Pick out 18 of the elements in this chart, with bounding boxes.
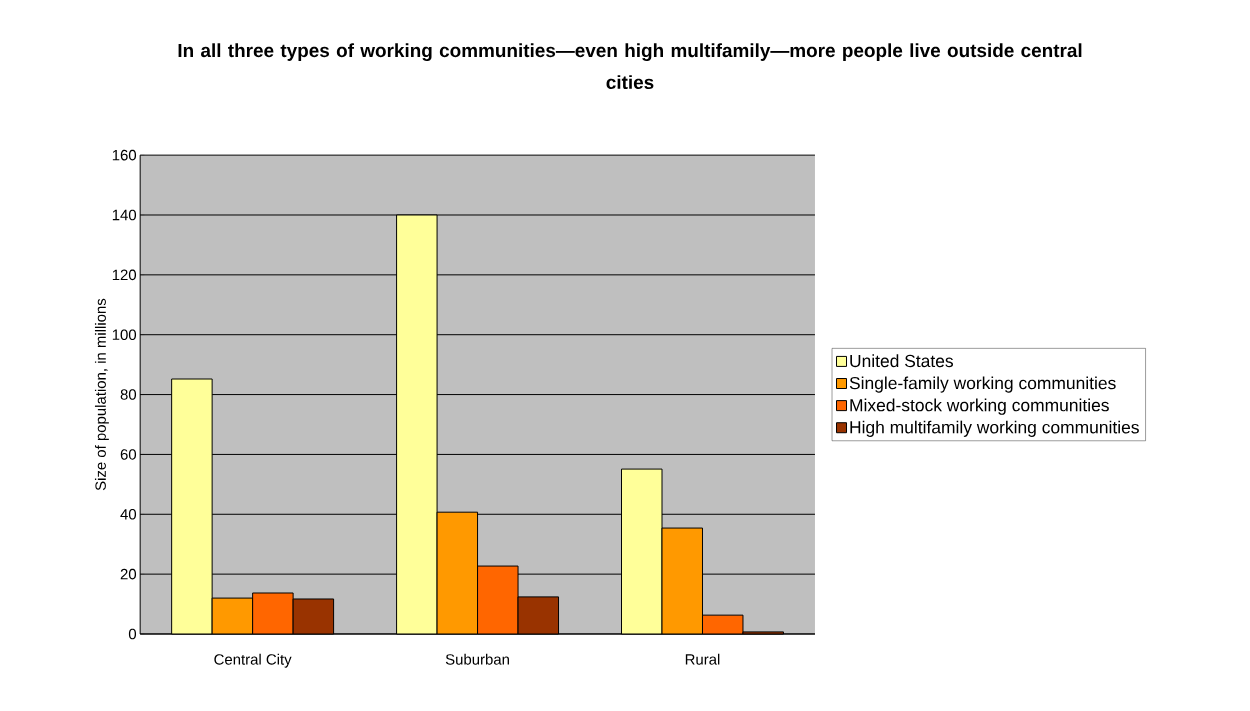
legend-label: United States <box>850 354 953 368</box>
x-tick-label: Central City <box>214 653 292 668</box>
legend-label: High multifamily working communities <box>850 420 1139 437</box>
legend-label: Mixed-stock working communities <box>850 398 1109 415</box>
y-tick-label: 0 <box>128 628 137 640</box>
y-tick-label: 20 <box>120 568 137 580</box>
y-tick-label: 160 <box>112 149 137 161</box>
y-tick-label: 80 <box>120 389 137 400</box>
x-tick-label: Rural <box>685 653 720 665</box>
y-tick-label: 120 <box>112 269 137 281</box>
x-tick-label: Suburban <box>445 653 509 665</box>
y-tick-label: 60 <box>120 449 137 460</box>
legend-label: Single-family working communities <box>849 376 1116 393</box>
chart-title: In all three types of working communities—even high multifamily—more people live outside central cities <box>178 43 1082 89</box>
y-tick-label: 40 <box>120 508 137 520</box>
y-axis-title: Size of population, in millions <box>94 298 109 491</box>
y-tick-label: 140 <box>112 209 137 221</box>
y-tick-label: 100 <box>112 329 137 340</box>
